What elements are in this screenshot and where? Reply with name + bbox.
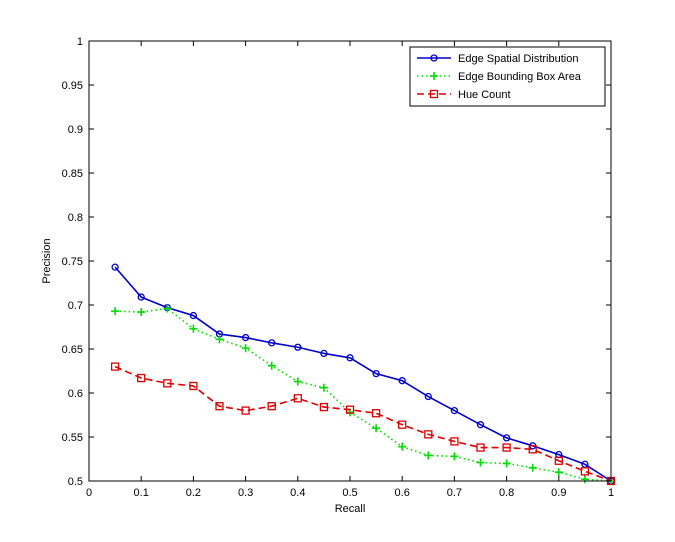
y-axis-label: Precision xyxy=(41,238,53,283)
data-point-edge-bounding-box-area xyxy=(111,307,120,316)
data-point-hue-count xyxy=(137,373,146,383)
y-tick-label: 0.65 xyxy=(62,344,83,356)
x-tick-label: 0.7 xyxy=(447,487,462,499)
series-line-hue-count xyxy=(114,365,612,482)
x-tick-label: 0.1 xyxy=(134,487,149,499)
legend-entry-edge-spatial-distribution: Edge Spatial Distribution xyxy=(417,53,578,65)
x-tick-label: 0.8 xyxy=(499,487,514,499)
ticks-layer: 0 0.1 0.2 0.3 0.4 0.5 0.6 0.7 0.8 0.9 1 0.5 0.55 0.6 0… xyxy=(62,36,614,499)
x-tick-label: 0.2 xyxy=(186,487,201,499)
data-point-edge-bounding-box-area xyxy=(424,451,433,460)
legend-marker-edge-bounding-box-area xyxy=(430,72,438,80)
data-point-edge-bounding-box-area xyxy=(163,304,172,313)
data-point-edge-spatial-distribution xyxy=(137,293,145,301)
y-tick-label: 1 xyxy=(77,36,83,48)
data-point-hue-count xyxy=(450,437,459,446)
data-point-edge-spatial-distribution xyxy=(424,392,432,401)
legend-entry-edge-bounding-box-area: Edge Bounding Box Area xyxy=(417,71,582,83)
y-tick-label: 0.75 xyxy=(62,256,83,268)
data-point-hue-count xyxy=(189,381,198,391)
data-point-edge-spatial-distribution xyxy=(372,369,380,378)
x-tick-label: 0.3 xyxy=(238,487,253,499)
data-point-edge-bounding-box-area xyxy=(189,324,198,333)
y-tick-label: 0.5 xyxy=(68,476,83,488)
data-point-hue-count xyxy=(293,394,302,403)
x-tick-label: 0 xyxy=(86,487,92,499)
legend-label-edge-spatial-distribution: Edge Spatial Distribution xyxy=(458,53,578,65)
legend-label-edge-bounding-box-area: Edge Bounding Box Area xyxy=(458,71,582,83)
data-point-edge-spatial-distribution xyxy=(502,434,511,442)
y-tick-label: 0.7 xyxy=(68,300,83,312)
y-tick-label: 0.55 xyxy=(62,432,83,444)
x-tick-label: 1 xyxy=(608,487,614,499)
data-point-edge-spatial-distribution xyxy=(346,354,354,362)
data-point-hue-count xyxy=(345,405,355,414)
data-point-hue-count xyxy=(502,443,511,452)
x-tick-label: 0.5 xyxy=(342,487,357,499)
x-axis-label: Recall xyxy=(335,503,366,515)
data-point-edge-bounding-box-area xyxy=(554,468,563,477)
legend-box xyxy=(409,46,606,107)
data-point-edge-bounding-box-area xyxy=(450,452,459,461)
data-point-hue-count xyxy=(580,467,590,476)
data-point-hue-count xyxy=(424,430,433,439)
data-point-edge-spatial-distribution xyxy=(320,349,328,358)
y-tick-label: 0.9 xyxy=(68,124,83,136)
data-point-hue-count xyxy=(110,362,120,371)
data-point-edge-bounding-box-area xyxy=(580,475,589,484)
x-tick-label: 0.6 xyxy=(395,487,410,499)
y-tick-label: 0.95 xyxy=(62,80,83,92)
data-point-edge-spatial-distribution xyxy=(294,343,302,351)
data-point-edge-spatial-distribution xyxy=(450,406,459,415)
data-point-edge-spatial-distribution xyxy=(189,311,198,320)
data-point-hue-count xyxy=(554,456,563,465)
data-point-edge-bounding-box-area xyxy=(372,424,381,433)
legend-marker-edge-spatial-distribution xyxy=(430,54,438,62)
data-point-hue-count xyxy=(319,402,329,412)
series-line-edge-bounding-box-area xyxy=(115,307,612,482)
series-layer xyxy=(110,263,616,486)
data-point-edge-spatial-distribution xyxy=(476,421,485,429)
data-point-edge-bounding-box-area xyxy=(267,361,276,370)
data-point-edge-bounding-box-area xyxy=(137,308,146,317)
data-point-hue-count xyxy=(267,402,276,411)
data-point-hue-count xyxy=(241,406,250,415)
data-point-edge-bounding-box-area xyxy=(293,377,302,386)
data-point-hue-count xyxy=(528,445,537,454)
y-tick-label: 0.8 xyxy=(68,212,83,224)
data-point-hue-count xyxy=(215,402,224,411)
series-line-edge-spatial-distribution xyxy=(114,266,612,482)
data-point-edge-bounding-box-area xyxy=(241,344,250,353)
legend-label-hue-count: Hue Count xyxy=(458,89,511,101)
data-point-edge-spatial-distribution xyxy=(268,339,276,347)
data-point-edge-bounding-box-area xyxy=(502,459,511,468)
data-point-hue-count xyxy=(398,420,407,429)
data-point-edge-bounding-box-area xyxy=(398,442,407,451)
data-point-hue-count xyxy=(163,379,172,388)
data-point-edge-bounding-box-area xyxy=(319,383,328,392)
data-point-hue-count xyxy=(371,409,381,418)
legend-marker-hue-count xyxy=(429,89,439,99)
data-point-edge-spatial-distribution xyxy=(398,377,406,385)
plot-area xyxy=(89,41,611,481)
data-point-edge-spatial-distribution xyxy=(241,333,250,342)
x-tick-label: 0.9 xyxy=(551,487,566,499)
legend-entry-hue-count: Hue Count xyxy=(417,89,511,101)
data-point-edge-bounding-box-area xyxy=(476,458,485,467)
data-point-edge-spatial-distribution xyxy=(111,263,119,271)
series-edge-bounding-box-area xyxy=(111,304,615,485)
y-tick-label: 0.6 xyxy=(68,388,83,400)
data-point-hue-count xyxy=(476,443,485,452)
data-point-edge-bounding-box-area xyxy=(528,463,537,472)
x-tick-label: 0.4 xyxy=(290,487,305,499)
y-tick-label: 0.85 xyxy=(62,168,83,180)
legend: Edge Spatial Distribution Edge Bounding B… xyxy=(409,46,606,107)
data-point-edge-bounding-box-area xyxy=(215,335,224,344)
legend-entries: Edge Spatial Distribution Edge Bounding B… xyxy=(417,53,582,101)
